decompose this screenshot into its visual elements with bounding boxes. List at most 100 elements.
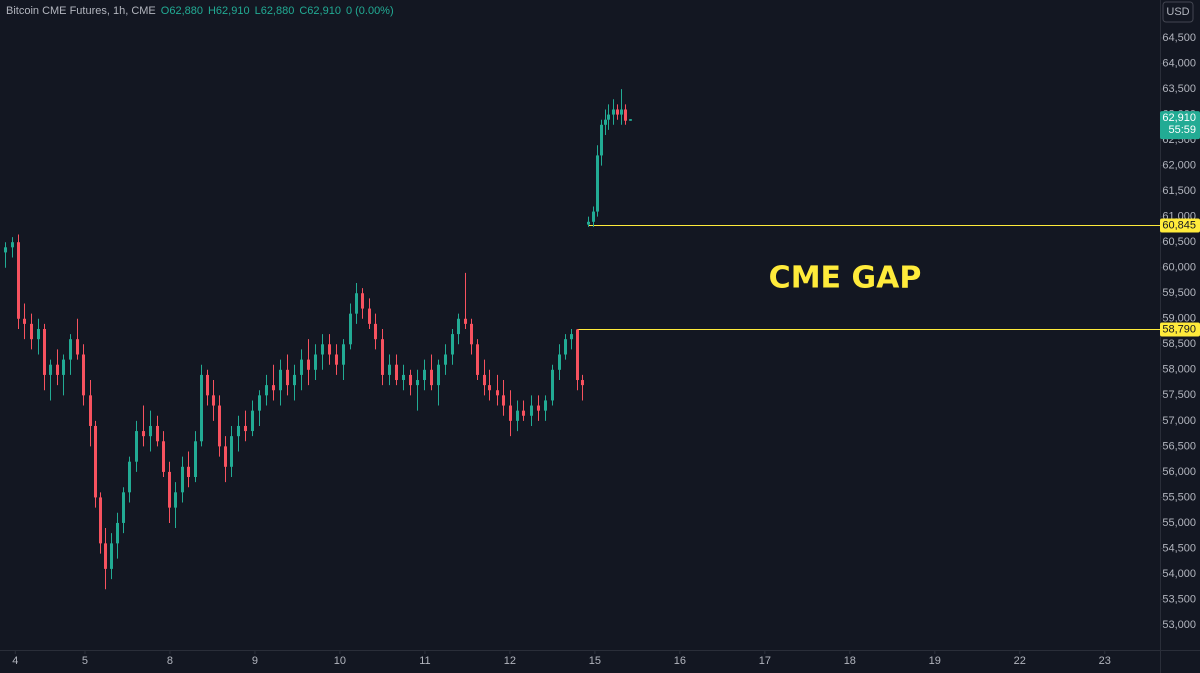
- level-tag: [1160, 322, 1200, 337]
- candle-body: [94, 425, 97, 498]
- candle-body: [509, 405, 512, 421]
- candle-body: [265, 385, 268, 396]
- candle-body: [457, 318, 460, 335]
- candle-body: [321, 344, 324, 355]
- candle-body: [194, 441, 197, 478]
- ohlc-value: H62,910: [208, 5, 250, 17]
- x-tick-label: 5: [82, 655, 88, 667]
- x-tick-label: 19: [929, 655, 941, 667]
- candle-body: [423, 369, 426, 381]
- candle-body: [476, 344, 479, 375]
- last-price-label: 62,910: [1162, 112, 1196, 124]
- candle-body: [355, 293, 358, 314]
- y-tick-label: 58,500: [1162, 338, 1196, 350]
- candle-body: [444, 354, 447, 365]
- candle-body: [23, 318, 26, 324]
- y-tick-label: 58,000: [1162, 364, 1196, 376]
- candle-body: [530, 405, 533, 416]
- candle-body: [110, 543, 113, 569]
- candle-body: [43, 328, 46, 375]
- candle-body: [470, 323, 473, 345]
- candle-body: [293, 374, 296, 386]
- candle-body: [258, 395, 261, 411]
- candle-body: [82, 354, 85, 396]
- candle-body: [230, 436, 233, 467]
- candle-body: [483, 374, 486, 386]
- candle-body: [162, 441, 165, 472]
- candle-body: [620, 109, 623, 115]
- candle-body: [56, 364, 59, 375]
- candle-body: [437, 364, 440, 386]
- candle-body: [604, 119, 607, 125]
- last-price-tag: [1160, 111, 1200, 140]
- candle-body: [537, 405, 540, 411]
- x-tick-label: 11: [419, 655, 430, 667]
- candle-body: [612, 109, 615, 115]
- candle-body: [551, 369, 554, 401]
- currency[interactable]: USD: [1166, 6, 1189, 18]
- ohlc-value: 0 (0.00%): [346, 5, 394, 17]
- y-tick-label: 63,500: [1162, 83, 1196, 95]
- y-tick-label: 61,500: [1162, 185, 1196, 197]
- candle-body: [279, 369, 282, 391]
- y-tick-label: 59,000: [1162, 313, 1196, 325]
- candle-body: [17, 242, 20, 319]
- candle-body: [122, 492, 125, 523]
- candle-body: [564, 339, 567, 355]
- currency-box[interactable]: [1162, 1, 1194, 23]
- candle-body: [544, 400, 547, 411]
- candle-body: [516, 410, 519, 421]
- candle-body: [451, 334, 454, 355]
- candle-body: [581, 380, 584, 386]
- candle-body: [272, 385, 275, 391]
- candle-body: [142, 431, 145, 437]
- x-tick-label: 15: [589, 655, 601, 667]
- candle-body: [135, 431, 138, 462]
- candle-body: [251, 410, 254, 432]
- candle-body: [76, 339, 79, 355]
- ohlc-value: C62,910: [299, 5, 341, 17]
- candle-body: [335, 354, 338, 365]
- candle-body: [587, 221, 590, 225]
- candle-body: [128, 461, 131, 493]
- candle-body: [616, 109, 619, 115]
- y-tick-label: 53,000: [1162, 619, 1196, 631]
- candle-body: [488, 385, 491, 391]
- y-tick-label: 59,500: [1162, 287, 1196, 299]
- y-tick-label: 57,000: [1162, 415, 1196, 427]
- candle-body: [570, 334, 573, 340]
- candle-body: [300, 359, 303, 375]
- candle-body: [416, 380, 419, 386]
- candle-body: [174, 492, 177, 508]
- candle-body: [286, 369, 289, 386]
- candle-body: [212, 395, 215, 406]
- candle-body: [624, 109, 627, 121]
- y-tick-label: 55,000: [1162, 517, 1196, 529]
- candle-body: [374, 323, 377, 340]
- candle-body: [607, 114, 610, 120]
- annotation: CME GAP: [769, 261, 922, 296]
- candle-body: [342, 344, 345, 365]
- candle-body: [430, 369, 433, 386]
- level-label: 60,845: [1162, 219, 1196, 231]
- ohlc-value: L62,880: [255, 5, 295, 17]
- candle-body: [181, 466, 184, 493]
- y-tick-label: 54,000: [1162, 568, 1196, 580]
- x-tick-label: 16: [674, 655, 686, 667]
- candle-body: [206, 374, 209, 396]
- x-tick-label: 23: [1099, 655, 1111, 667]
- candle-body: [168, 471, 171, 508]
- candle-body: [361, 293, 364, 309]
- candle-body: [502, 395, 505, 406]
- candle-body: [314, 354, 317, 370]
- candle-body: [62, 359, 65, 375]
- candle-body: [328, 344, 331, 355]
- y-tick-label: 54,500: [1162, 542, 1196, 554]
- x-tick-label: 22: [1014, 655, 1026, 667]
- candle-body: [49, 364, 52, 375]
- candle-body: [116, 522, 119, 544]
- x-tick-label: 8: [167, 655, 173, 667]
- candle-body: [464, 318, 467, 324]
